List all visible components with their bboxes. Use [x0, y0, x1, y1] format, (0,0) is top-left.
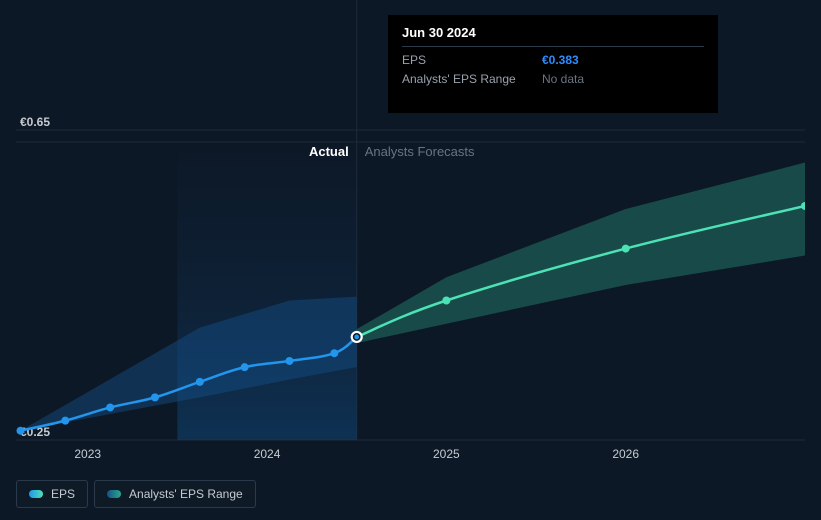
tooltip-row-label: Analysts' EPS Range	[402, 70, 518, 89]
eps-marker	[16, 427, 24, 435]
eps-marker	[241, 363, 249, 371]
legend-swatch	[107, 490, 121, 498]
chart-tooltip: Jun 30 2024 EPS€0.383Analysts' EPS Range…	[388, 15, 718, 113]
x-axis-tick-label: 2024	[254, 447, 281, 461]
legend-item[interactable]: Analysts' EPS Range	[94, 480, 256, 508]
legend-label: EPS	[51, 487, 75, 501]
x-axis-tick-label: 2023	[74, 447, 101, 461]
tooltip-row-value: €0.383	[542, 51, 579, 70]
eps-marker	[106, 403, 114, 411]
x-axis-tick-label: 2025	[433, 447, 460, 461]
y-axis-tick-label: €0.65	[20, 115, 50, 129]
x-axis-tick-label: 2026	[612, 447, 639, 461]
tooltip-row-label: EPS	[402, 51, 518, 70]
region-label-forecast: Analysts Forecasts	[365, 144, 475, 159]
eps-marker	[151, 393, 159, 401]
legend: EPS Analysts' EPS Range	[16, 480, 256, 508]
tooltip-date: Jun 30 2024	[402, 25, 704, 47]
tooltip-row-value: No data	[542, 70, 584, 89]
legend-label: Analysts' EPS Range	[129, 487, 243, 501]
eps-marker	[285, 357, 293, 365]
range-band-forecast	[357, 163, 805, 344]
eps-marker	[330, 349, 338, 357]
eps-marker	[442, 297, 450, 305]
legend-swatch	[29, 490, 43, 498]
legend-item[interactable]: EPS	[16, 480, 88, 508]
eps-marker	[622, 245, 630, 253]
eps-marker	[196, 378, 204, 386]
eps-marker	[61, 417, 69, 425]
tooltip-row: Analysts' EPS Range No data	[402, 70, 704, 89]
tooltip-row: EPS €0.383	[402, 51, 704, 70]
region-label-actual: Actual	[309, 144, 349, 159]
